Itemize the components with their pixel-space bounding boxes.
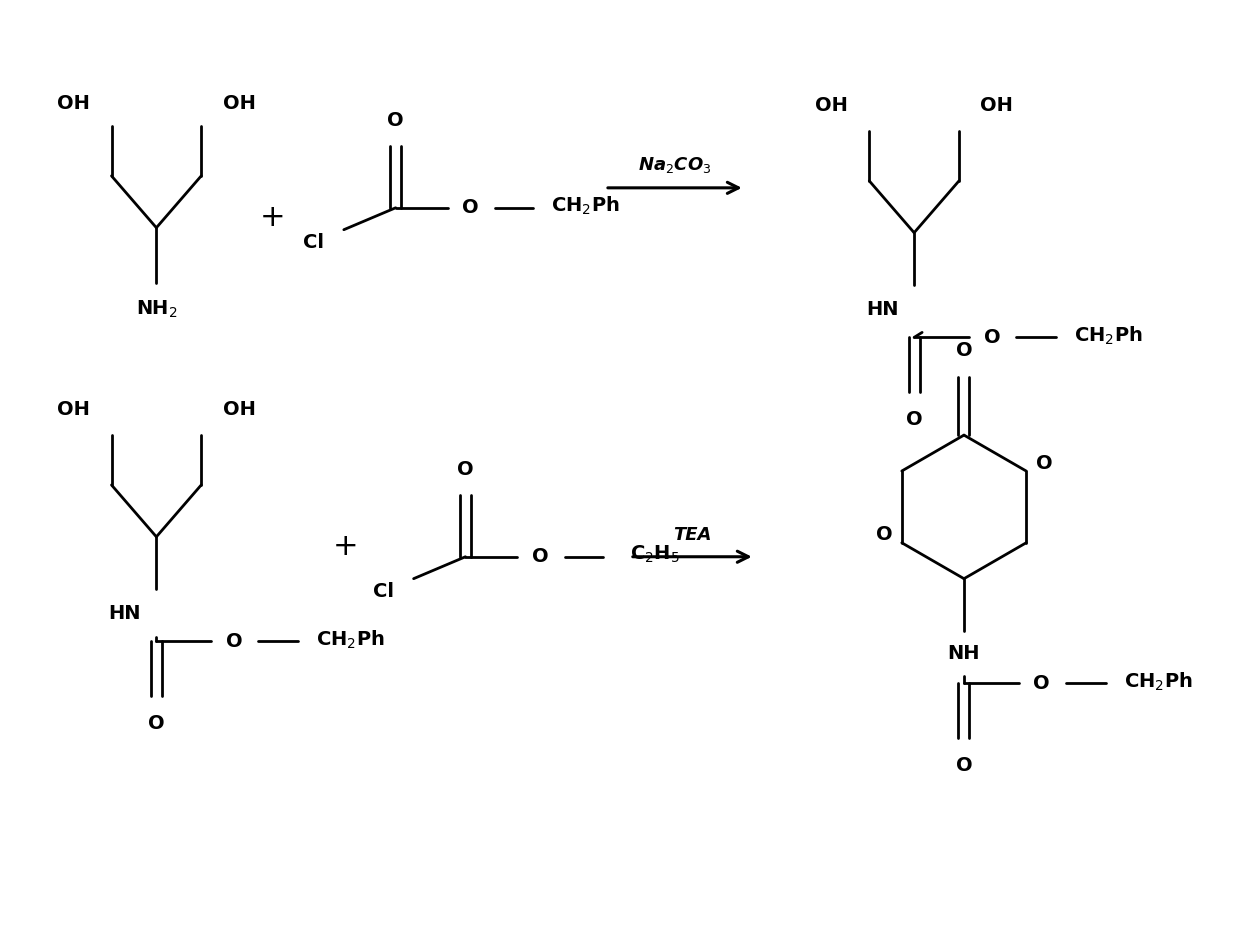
Text: O: O	[956, 341, 972, 360]
Text: O: O	[956, 755, 972, 774]
Text: HN: HN	[108, 604, 140, 623]
Text: OH: OH	[223, 399, 255, 418]
Text: O: O	[387, 110, 404, 130]
Text: CH$_2$Ph: CH$_2$Ph	[316, 628, 386, 651]
Text: Na$_2$CO$_3$: Na$_2$CO$_3$	[639, 154, 712, 175]
Text: O: O	[148, 714, 165, 733]
Text: NH: NH	[947, 644, 981, 663]
Text: Cl: Cl	[373, 582, 394, 601]
Text: O: O	[226, 632, 243, 651]
Text: O: O	[905, 410, 923, 429]
Text: O: O	[1035, 453, 1053, 473]
Text: CH$_2$Ph: CH$_2$Ph	[1074, 324, 1143, 347]
Text: +: +	[334, 532, 358, 561]
Text: CH$_2$Ph: CH$_2$Ph	[551, 195, 620, 217]
Text: NH$_2$: NH$_2$	[135, 299, 177, 320]
Text: Cl: Cl	[304, 234, 325, 252]
Text: O: O	[875, 526, 892, 544]
Text: +: +	[260, 203, 286, 233]
Text: O: O	[983, 328, 1001, 347]
Text: O: O	[1033, 674, 1050, 693]
Text: O: O	[463, 198, 479, 218]
Text: OH: OH	[57, 399, 91, 418]
Text: O: O	[532, 547, 548, 566]
Text: TEA: TEA	[673, 526, 712, 544]
Text: OH: OH	[223, 93, 255, 113]
Text: CH$_2$Ph: CH$_2$Ph	[1123, 670, 1193, 692]
Text: C$_2$H$_5$: C$_2$H$_5$	[630, 544, 680, 565]
Text: OH: OH	[57, 93, 91, 113]
Text: HN: HN	[866, 300, 899, 319]
Text: O: O	[458, 460, 474, 479]
Text: OH: OH	[981, 95, 1013, 115]
Text: OH: OH	[815, 95, 848, 115]
